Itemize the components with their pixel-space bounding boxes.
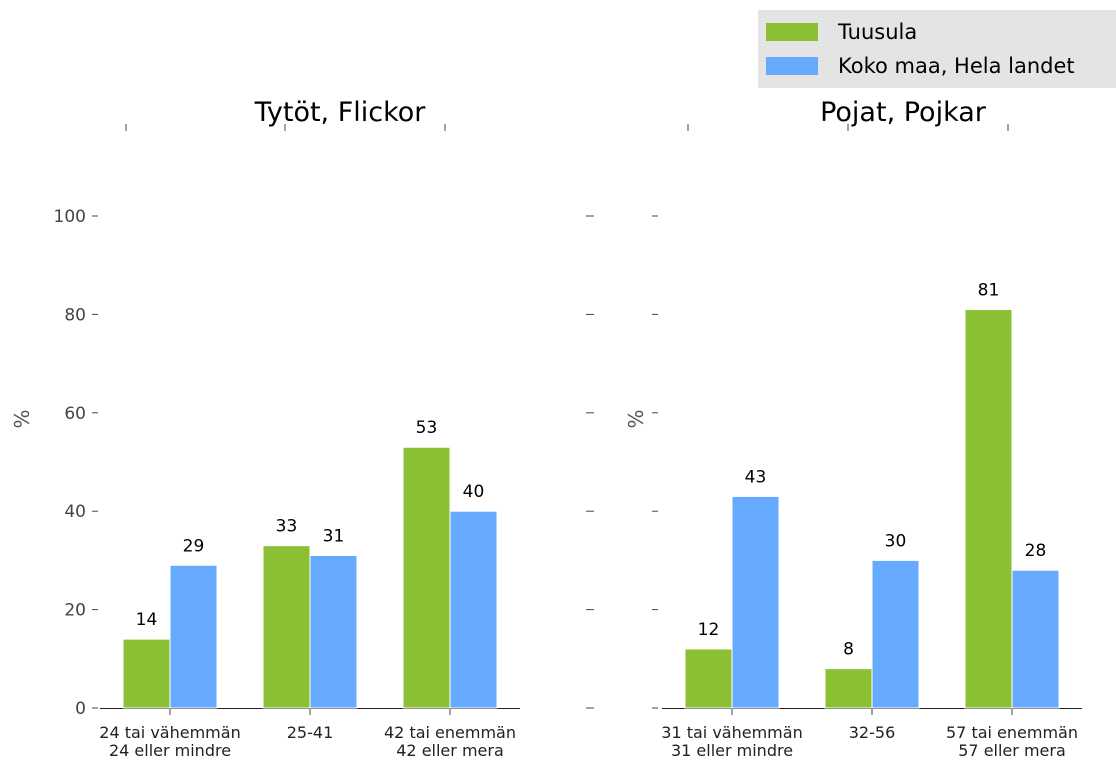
tytot-panel-title: Tytöt, Flickor [254, 97, 427, 128]
tytot-bar-koko-maa-2 [449, 510, 498, 709]
pojat-bar-koko-maa-0 [731, 495, 780, 709]
tytot-panel: Tytöt, Flickor % 0 20 40 60 80 100 24 tai vähe… [10, 97, 520, 760]
tytot-y-tick-label-4: 80 [64, 305, 86, 325]
pojat-panel-title: Pojat, Pojkar [820, 97, 987, 128]
tytot-x-tick-label-2: 42 tai enemmän 42 eller mera [384, 723, 516, 760]
tytot-data-label-tuusula-2: 53 [416, 418, 438, 438]
legend-label-tuusula: Tuusula [838, 20, 918, 44]
tytot-bar-tuusula-1 [262, 545, 311, 709]
tytot-bar-tuusula-0 [122, 638, 171, 709]
pojat-data-label-koko-maa-0: 43 [745, 467, 767, 487]
pojat-y-axis-label: % [624, 409, 648, 428]
pojat-bar-tuusula-0 [684, 648, 733, 709]
pojat-panel: Pojat, Pojkar % 31 tai vähemmän 31 eller … [586, 97, 1082, 760]
tytot-x-tick-label-1: 25-41 [287, 723, 334, 742]
tytot-bar-koko-maa-1 [309, 554, 358, 709]
tytot-bar-koko-maa-0 [169, 564, 218, 709]
pojat-bar-tuusula-2 [964, 308, 1013, 709]
tytot-y-tick-label-2: 40 [64, 502, 86, 522]
tytot-data-label-tuusula-1: 33 [276, 517, 298, 537]
pojat-x-tick-label-1: 32-56 [849, 723, 896, 742]
tytot-data-label-koko-maa-0: 29 [183, 536, 205, 556]
pojat-plot-area: 31 tai vähemmän 31 eller mindre 12 43 32-56 8… [586, 124, 1082, 760]
pojat-bar-tuusula-1 [824, 668, 873, 709]
tytot-data-label-koko-maa-1: 31 [323, 526, 345, 546]
legend-item-tuusula: Tuusula [766, 16, 917, 48]
pojat-x-tick-label-0: 31 tai vähemmän 31 eller mindre [661, 723, 802, 760]
tytot-plot-area: 0 20 40 60 80 100 24 tai vähemmän 24 eller mind… [54, 124, 520, 760]
pojat-data-label-koko-maa-1: 30 [885, 531, 907, 551]
legend: Tuusula Koko maa, Hela landet [758, 10, 1116, 88]
pojat-bar-koko-maa-2 [1011, 569, 1060, 709]
tytot-data-label-koko-maa-2: 40 [463, 482, 485, 502]
legend-item-koko-maa: Koko maa, Hela landet [766, 50, 1075, 82]
legend-swatch-koko-maa [766, 57, 818, 75]
tytot-y-tick-label-3: 60 [64, 404, 86, 424]
pojat-data-label-tuusula-0: 12 [698, 620, 720, 640]
tytot-y-axis-label: % [10, 409, 34, 428]
tytot-y-tick-label-0: 0 [75, 699, 86, 719]
pojat-data-label-tuusula-2: 81 [978, 280, 1000, 300]
tytot-x-tick-label-0: 24 tai vähemmän 24 eller mindre [99, 723, 240, 760]
pojat-x-tick-label-2: 57 tai enemmän 57 eller mera [946, 723, 1078, 760]
pojat-bar-koko-maa-1 [871, 559, 920, 709]
pojat-data-label-tuusula-1: 8 [843, 640, 854, 660]
tytot-data-label-tuusula-0: 14 [136, 610, 158, 630]
legend-swatch-tuusula [766, 23, 818, 41]
tytot-y-tick-label-1: 20 [64, 601, 86, 621]
pojat-data-label-koko-maa-2: 28 [1025, 541, 1047, 561]
legend-label-koko-maa: Koko maa, Hela landet [838, 54, 1075, 78]
tytot-bar-tuusula-2 [402, 446, 451, 709]
tytot-y-tick-label-5: 100 [54, 207, 86, 227]
